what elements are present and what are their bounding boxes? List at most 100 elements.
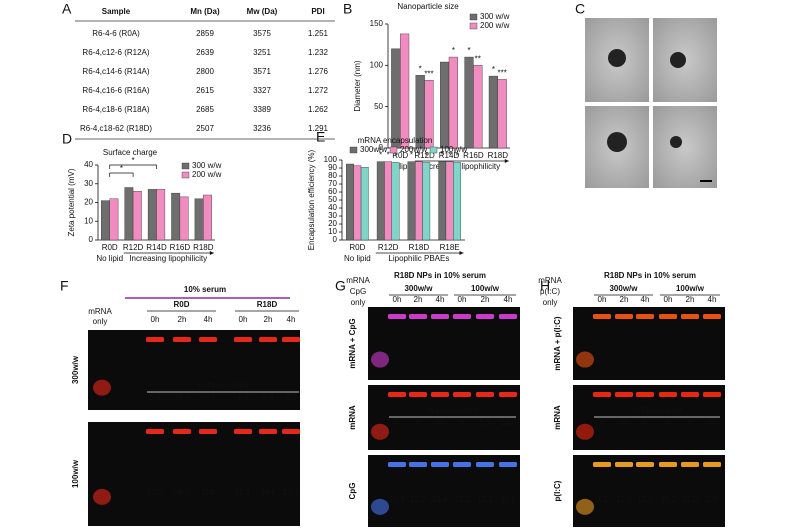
gel-band [453, 314, 471, 319]
particle [670, 52, 686, 68]
table-header: Mw (Da) [247, 7, 278, 16]
significance-mark: * [387, 151, 390, 160]
x-tick-label: R12D [123, 243, 144, 252]
bar [488, 75, 498, 149]
bar [171, 192, 181, 241]
bar [414, 161, 423, 241]
dissociated-value: 0 [622, 418, 627, 427]
gel-band [499, 462, 517, 467]
table-cell: 1.251 [308, 29, 329, 38]
row-label: CpG [348, 483, 357, 500]
dissociated-value: 1.1 [237, 393, 249, 402]
gel-band [234, 429, 252, 434]
y-tick-label: 90 [328, 163, 337, 172]
bar [360, 166, 369, 241]
panel-letter: B [343, 1, 352, 17]
dissociated-value: 11.8 [148, 488, 164, 497]
bar [353, 165, 362, 241]
time-label: 0h [151, 315, 160, 324]
gel-band [593, 392, 611, 397]
row-label: p(I:C) [553, 480, 562, 501]
table-cell: 2685 [196, 105, 214, 114]
group-label: 100w/w [676, 284, 705, 293]
gel-band [146, 337, 164, 342]
y-tick-label: 80 [328, 171, 337, 180]
table-cell: 1.262 [308, 105, 329, 114]
dissociated-value: 0 [460, 418, 465, 427]
control-smear [93, 379, 111, 396]
y-tick-label: 100 [370, 60, 384, 69]
y-tick-label: 30 [84, 179, 93, 188]
time-label: 2h [481, 295, 490, 304]
gel-band [636, 392, 654, 397]
group-label: Increasing lipophilicity [129, 254, 207, 263]
bar [473, 65, 483, 149]
gel-band [476, 314, 494, 319]
gel-image [88, 330, 300, 410]
bar [464, 56, 474, 149]
gel-image [88, 422, 300, 526]
table-cell: 1.291 [308, 124, 329, 133]
table-cell: 3575 [253, 29, 271, 38]
legend-label: 100w/w [440, 145, 467, 154]
y-tick-label: 40 [328, 203, 337, 212]
control-smear [371, 498, 389, 515]
dissociated-value: 100 [201, 488, 215, 497]
table-cell: 1.272 [308, 86, 329, 95]
gel-image [573, 307, 725, 380]
group-label: 300w/w [404, 284, 433, 293]
bar [407, 161, 416, 241]
dissociated-value: 0 [416, 418, 421, 427]
dissociated-value: 98.0 [174, 488, 190, 497]
y-tick-label: 20 [84, 198, 93, 207]
gel-band [659, 392, 677, 397]
gel-band [453, 462, 471, 467]
control-label: CpG [350, 287, 366, 296]
gel-band [173, 429, 191, 434]
gel-band [636, 314, 654, 319]
gel-band [703, 314, 721, 319]
dissociated-value: 13.2 [454, 495, 470, 504]
y-tick-label: 150 [370, 19, 384, 28]
bar [497, 79, 507, 149]
y-tick-label: 20 [328, 219, 337, 228]
y-axis-label: Diameter (nm) [353, 60, 362, 111]
gel-band [476, 392, 494, 397]
significance-mark: * [417, 151, 420, 160]
group-label: No lipid [96, 254, 123, 263]
row-label: mRNA [553, 405, 562, 430]
table-cell: 2800 [196, 67, 214, 76]
table-cell: 2859 [196, 29, 214, 38]
y-tick-label: 50 [328, 195, 337, 204]
legend-swatch [429, 146, 438, 154]
significance-mark: * [132, 156, 135, 165]
x-tick-label: R18D [193, 243, 214, 252]
x-tick-label: R18D [488, 151, 509, 160]
tem-images [585, 18, 717, 188]
time-label: 4h [504, 295, 513, 304]
dissociated-value: 11.0 [617, 495, 633, 504]
row-label: mRNA + CpG [348, 318, 357, 368]
bar [179, 196, 189, 241]
dissociated-value: 5.7 [479, 418, 491, 427]
gel-band [476, 462, 494, 467]
group-label: Increasing lipophilicity [422, 162, 500, 171]
panel-letter: H [540, 278, 550, 294]
particle [670, 136, 682, 148]
table-cell: R6-4-6 (R0A) [92, 29, 140, 38]
panel-letter: D [62, 131, 72, 147]
gel-band [431, 462, 449, 467]
dissociated-value: 3.3 [596, 495, 608, 504]
panel-letter: C [575, 1, 585, 17]
dissociated-value: 14.8 [432, 495, 448, 504]
bar [448, 56, 458, 149]
gel-band [234, 337, 252, 342]
time-label: 4h [708, 295, 717, 304]
legend-swatch [389, 146, 398, 154]
time-label: 2h [414, 295, 423, 304]
bar [132, 191, 142, 241]
dissociated-value: 2.5 [706, 495, 718, 504]
gel-band [431, 314, 449, 319]
x-tick-label: R16D [170, 243, 191, 252]
significance-mark: *** [498, 68, 507, 77]
